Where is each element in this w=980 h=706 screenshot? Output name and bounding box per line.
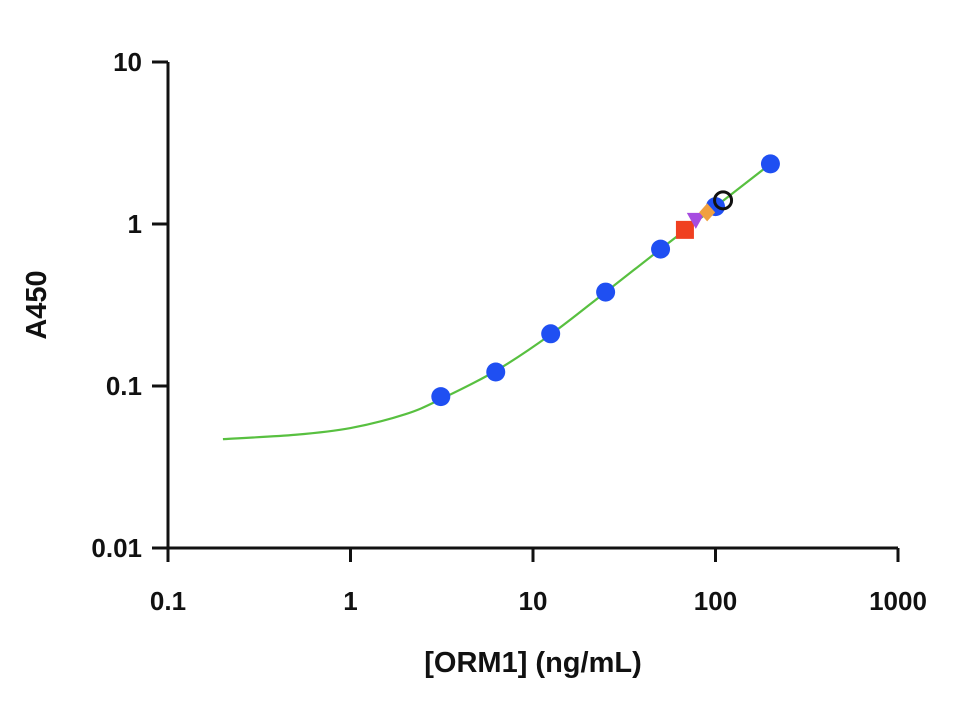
data-point-diamond xyxy=(699,203,716,222)
fit-curve-line xyxy=(222,163,772,441)
fit-curve-layer xyxy=(222,163,772,441)
y-tick-label: 0.01 xyxy=(91,533,142,563)
x-axis-title: [ORM1] (ng/mL) xyxy=(424,647,641,679)
axes xyxy=(166,62,898,550)
data-point-circle xyxy=(431,387,451,407)
y-axis-ticks: 0.01 0.1 1 10 xyxy=(91,47,168,563)
data-point-triangle xyxy=(686,212,705,229)
data-point-circle xyxy=(596,282,616,302)
data-point-circle xyxy=(651,239,671,259)
y-tick-label: 0.1 xyxy=(106,371,142,401)
x-tick-label: 0.1 xyxy=(150,586,186,616)
x-axis-ticks: 0.1 1 10 100 1000 xyxy=(150,548,927,616)
data-point-circle xyxy=(541,324,561,344)
x-tick-label: 100 xyxy=(694,586,737,616)
y-axis-title: A450 xyxy=(21,270,53,339)
x-tick-label: 10 xyxy=(519,586,548,616)
data-point-open-circle xyxy=(713,190,734,211)
data-point-circle xyxy=(486,362,506,382)
data-points-layer xyxy=(431,154,780,407)
x-tick-label: 1000 xyxy=(869,586,927,616)
y-tick-label: 1 xyxy=(128,209,142,239)
data-point-circle xyxy=(760,154,780,174)
x-tick-label: 1 xyxy=(343,586,357,616)
y-tick-label: 10 xyxy=(113,47,142,77)
data-point-square xyxy=(675,220,694,239)
